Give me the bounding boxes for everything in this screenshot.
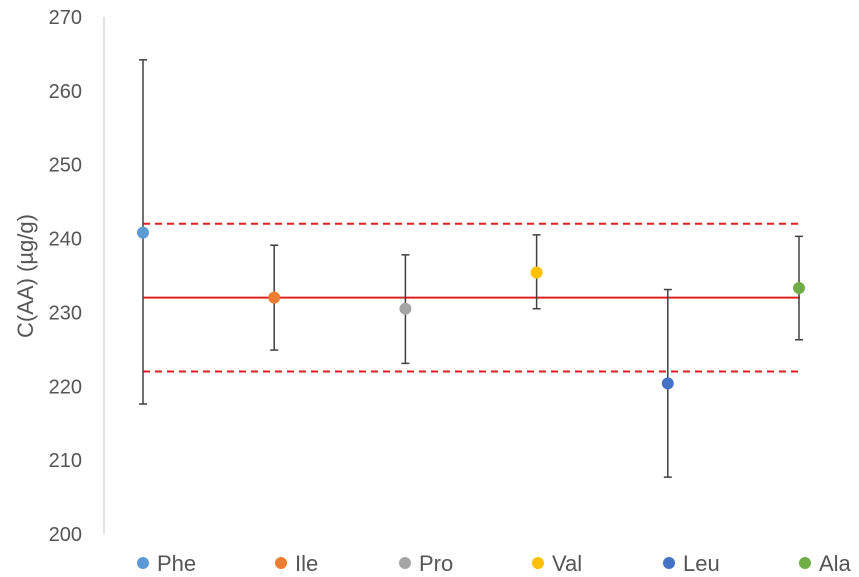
legend-marker — [275, 557, 287, 569]
y-tick-label: 240 — [49, 229, 82, 251]
reference-lines — [143, 222, 800, 373]
legend-item-phe: Phe — [137, 551, 196, 576]
legend-label: Val — [552, 551, 582, 576]
y-tick-label: 220 — [49, 376, 82, 398]
y-tick-label: 250 — [49, 155, 82, 177]
y-tick-label: 260 — [49, 81, 82, 103]
legend-marker — [799, 557, 811, 569]
data-points — [137, 226, 805, 390]
data-point-ile — [268, 291, 281, 304]
y-tick-label: 210 — [49, 450, 82, 472]
y-tick-label: 230 — [49, 302, 82, 324]
legend-label: Leu — [683, 551, 720, 576]
legend-label: Ile — [295, 551, 318, 576]
data-point-pro — [399, 302, 412, 315]
data-point-val — [530, 266, 543, 279]
legend: Phe Ile Pro Val Leu Ala — [137, 551, 852, 576]
legend-marker — [137, 557, 149, 569]
legend-marker — [663, 557, 675, 569]
legend-marker — [399, 557, 411, 569]
legend-item-val: Val — [532, 551, 582, 576]
y-tick-label: 270 — [49, 7, 82, 29]
error-bars — [139, 59, 803, 478]
legend-item-pro: Pro — [399, 551, 453, 576]
y-axis-label: C(AA) (µg/g) — [13, 214, 38, 338]
data-point-leu — [661, 377, 674, 390]
data-point-ala — [793, 282, 805, 295]
y-tick-label: 200 — [49, 524, 82, 546]
legend-label: Phe — [157, 551, 196, 576]
legend-label: Ala — [819, 551, 852, 576]
legend-item-ile: Ile — [275, 551, 318, 576]
legend-item-ala: Ala — [799, 551, 852, 576]
legend-marker — [532, 557, 544, 569]
data-point-phe — [137, 226, 149, 239]
legend-label: Pro — [419, 551, 453, 576]
legend-item-leu: Leu — [663, 551, 720, 576]
y-axis: 200 210 220 230 240 250 260 270 — [49, 7, 105, 546]
